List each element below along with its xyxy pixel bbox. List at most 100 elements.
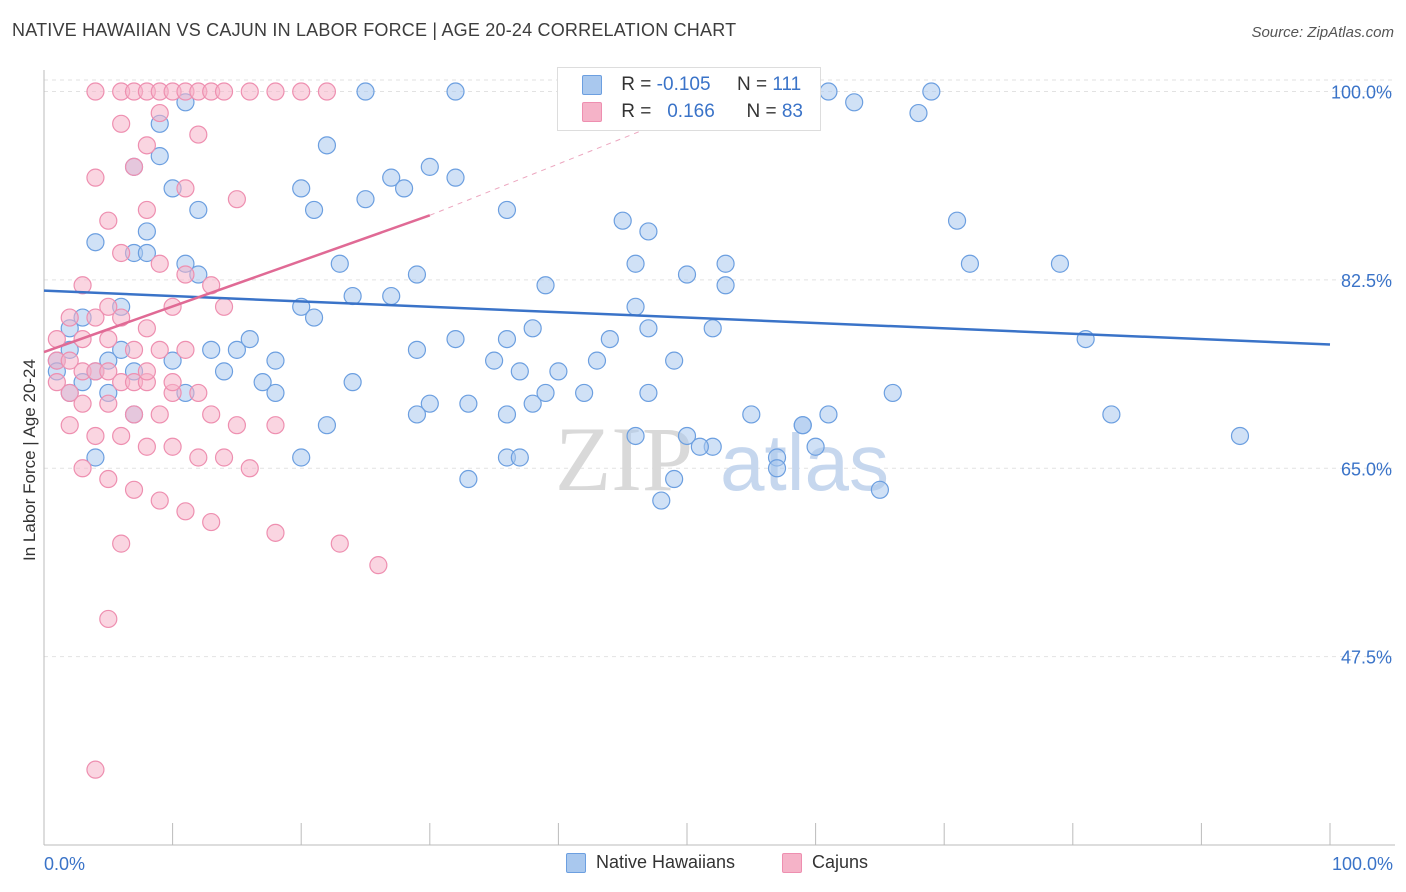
data-point — [317, 136, 337, 155]
data-point — [86, 308, 105, 327]
data-point — [742, 405, 761, 424]
data-point — [240, 459, 259, 478]
data-point — [99, 329, 118, 349]
data-point — [86, 448, 105, 467]
data-point — [922, 82, 941, 101]
data-point — [626, 254, 645, 273]
legend-swatch-blue — [582, 74, 602, 95]
data-point — [716, 254, 735, 273]
data-point — [227, 416, 246, 435]
data-point — [485, 351, 504, 370]
data-point — [60, 308, 79, 327]
data-point — [176, 340, 195, 359]
data-point — [665, 469, 684, 489]
data-point — [304, 308, 324, 327]
data-point — [163, 351, 182, 370]
data-point — [266, 416, 285, 435]
n-value: 83 — [781, 101, 803, 122]
data-point — [845, 93, 864, 112]
data-point — [202, 340, 221, 359]
series-native-hawaiians — [47, 82, 1250, 510]
data-point — [86, 82, 105, 101]
bottom-legend-label: Cajuns — [812, 852, 869, 872]
data-point — [960, 254, 980, 273]
data-point — [343, 373, 362, 392]
grid-lines — [44, 79, 1395, 658]
data-point — [626, 297, 645, 316]
data-point — [86, 233, 105, 252]
r-value: 0.166 — [667, 101, 715, 122]
data-point — [124, 480, 144, 499]
trend-lines — [43, 101, 1331, 354]
data-point — [214, 297, 234, 316]
data-point — [407, 340, 427, 359]
data-point — [73, 394, 92, 413]
data-point — [176, 502, 195, 521]
data-point — [240, 82, 259, 101]
data-point — [112, 114, 131, 133]
data-point — [137, 222, 156, 241]
data-point — [86, 168, 105, 187]
data-point — [497, 405, 517, 424]
bottom-legend-label: Native Hawaiians — [596, 852, 736, 872]
r-label: R = — [621, 74, 652, 95]
data-point — [639, 383, 658, 403]
y-tick-label: 82.5% — [1341, 271, 1392, 291]
data-point — [137, 319, 156, 338]
data-point — [317, 82, 337, 101]
data-point — [60, 351, 79, 370]
data-point — [137, 200, 156, 220]
data-point — [47, 373, 66, 392]
data-point — [420, 157, 439, 176]
data-point — [292, 179, 311, 198]
data-point — [86, 426, 105, 446]
data-point — [883, 383, 902, 403]
y-tick-label: 65.0% — [1341, 459, 1392, 479]
data-point — [124, 340, 144, 359]
data-point — [292, 448, 311, 467]
data-point — [150, 405, 169, 424]
r-value: -0.105 — [656, 74, 711, 95]
data-point — [639, 319, 658, 338]
data-point — [665, 351, 684, 370]
y-tick-label: 47.5% — [1341, 648, 1392, 668]
data-point — [356, 82, 375, 101]
data-point — [677, 426, 697, 446]
data-point — [99, 362, 118, 381]
data-point — [870, 480, 890, 499]
data-point — [99, 469, 118, 489]
bottom-swatch-pink — [782, 853, 802, 874]
y-tick-label: 100.0% — [1331, 83, 1392, 103]
data-point — [575, 383, 594, 403]
data-point — [124, 405, 144, 424]
data-point — [292, 82, 311, 101]
data-point — [536, 383, 555, 403]
data-point — [510, 362, 529, 381]
n-label: N = — [746, 101, 777, 122]
data-point — [227, 190, 246, 209]
data-point — [394, 179, 414, 198]
data-point — [99, 609, 118, 629]
data-point — [137, 362, 156, 381]
data-point — [420, 394, 439, 413]
data-point — [266, 82, 285, 101]
legend-row-native-hawaiians: R = -0.105 N = 111 — [582, 74, 801, 98]
data-point — [150, 147, 169, 166]
watermark-zip: ZIP — [555, 408, 693, 510]
data-point — [86, 760, 105, 779]
n-value: 111 — [772, 74, 802, 95]
legend-row-cajuns: R = 0.166 N = 83 — [582, 101, 803, 125]
data-point — [716, 276, 735, 295]
data-point — [497, 200, 517, 220]
data-point — [947, 211, 967, 230]
x-tick-label: 0.0% — [44, 854, 85, 874]
data-point — [523, 319, 542, 338]
data-point — [150, 254, 169, 273]
data-point — [1230, 426, 1250, 446]
data-point — [587, 351, 607, 370]
data-point — [510, 448, 529, 467]
data-point — [690, 437, 709, 456]
data-point — [240, 329, 259, 349]
n-label: N = — [736, 74, 768, 95]
bottom-legend-cajuns: Cajuns — [782, 852, 869, 874]
